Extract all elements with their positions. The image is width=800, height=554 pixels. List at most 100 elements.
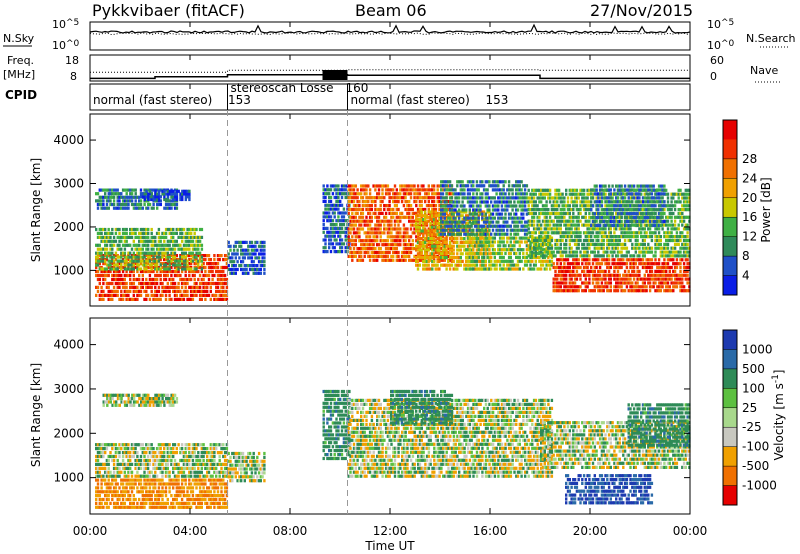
heatmap-cell bbox=[409, 223, 413, 227]
heatmap-cell bbox=[181, 239, 184, 243]
heatmap-cell bbox=[425, 259, 429, 263]
heatmap-cell bbox=[509, 236, 512, 240]
heatmap-cell bbox=[409, 250, 413, 255]
heatmap-cell bbox=[427, 233, 430, 237]
heatmap-cell bbox=[516, 192, 520, 196]
heatmap-cell bbox=[588, 208, 591, 212]
heatmap-cell bbox=[399, 258, 402, 262]
heatmap-cell bbox=[422, 188, 425, 192]
heatmap-cell bbox=[360, 215, 363, 219]
heatmap-cell bbox=[472, 244, 475, 248]
heatmap-cell bbox=[143, 243, 146, 247]
heatmap-cell bbox=[130, 281, 134, 286]
heatmap-cell bbox=[166, 197, 170, 202]
heatmap-cell bbox=[161, 289, 164, 293]
heatmap-cell bbox=[565, 192, 568, 196]
heatmap-cell bbox=[111, 202, 114, 207]
heatmap-cell bbox=[100, 231, 103, 235]
heatmap-cell bbox=[632, 235, 636, 239]
heatmap-cell bbox=[638, 211, 641, 216]
heatmap-cell bbox=[152, 195, 155, 199]
heatmap-cell bbox=[155, 251, 159, 255]
heatmap-cell bbox=[383, 207, 386, 212]
heatmap-cell bbox=[416, 244, 420, 248]
heatmap-cell bbox=[475, 236, 479, 240]
heatmap-cell bbox=[498, 244, 502, 248]
heatmap-cell bbox=[100, 269, 103, 274]
heatmap-cell bbox=[431, 207, 434, 212]
heatmap-cell bbox=[450, 184, 454, 188]
heatmap-cell bbox=[531, 204, 534, 208]
heatmap-cell bbox=[141, 192, 145, 196]
heatmap-cell bbox=[118, 277, 121, 282]
heatmap-cell bbox=[372, 211, 375, 215]
heatmap-cell bbox=[102, 259, 105, 263]
heatmap-cell bbox=[511, 184, 514, 188]
heatmap-cell bbox=[130, 231, 134, 235]
heatmap-cell bbox=[445, 204, 448, 208]
heatmap-cell bbox=[529, 267, 532, 271]
heatmap-cell bbox=[222, 289, 225, 293]
heatmap-cell bbox=[497, 240, 500, 244]
heatmap-cell bbox=[349, 223, 352, 227]
heatmap-cell bbox=[422, 229, 425, 233]
heatmap-cell bbox=[440, 224, 443, 228]
heatmap-cell bbox=[500, 251, 504, 256]
heatmap-cell bbox=[531, 231, 534, 235]
heatmap-cell bbox=[349, 192, 352, 196]
heatmap-cell bbox=[538, 192, 541, 196]
heatmap-cell bbox=[376, 258, 379, 262]
heatmap-cell bbox=[502, 216, 505, 220]
heatmap-cell bbox=[584, 208, 587, 212]
heatmap-cell bbox=[157, 255, 161, 259]
heatmap-cell bbox=[123, 206, 127, 210]
heatmap-cell bbox=[211, 281, 214, 286]
heatmap-cell bbox=[418, 231, 422, 235]
heatmap-cell bbox=[447, 180, 450, 184]
heatmap-cell bbox=[145, 254, 148, 258]
heatmap-cell bbox=[438, 196, 441, 200]
heatmap-cell bbox=[465, 208, 468, 212]
heatmap-cell bbox=[139, 281, 143, 286]
heatmap-cell bbox=[388, 231, 391, 235]
heatmap-cell bbox=[155, 255, 159, 259]
heatmap-cell bbox=[573, 242, 577, 246]
heatmap-cell bbox=[498, 236, 502, 240]
heatmap-cell bbox=[468, 192, 471, 196]
heatmap-cell bbox=[129, 267, 132, 271]
heatmap-cell bbox=[322, 215, 325, 219]
heatmap-cell bbox=[641, 227, 645, 231]
heatmap-cell bbox=[416, 210, 420, 214]
heatmap-cell bbox=[504, 232, 507, 236]
heatmap-cell bbox=[181, 259, 184, 263]
heatmap-cell bbox=[477, 267, 480, 271]
heatmap-cell bbox=[198, 297, 202, 301]
heatmap-cell bbox=[388, 219, 391, 223]
heatmap-cell bbox=[623, 192, 627, 196]
heatmap-cell bbox=[104, 188, 107, 192]
heatmap-cell bbox=[123, 277, 126, 282]
heatmap-cell bbox=[136, 285, 139, 289]
heatmap-cell bbox=[339, 211, 342, 215]
heatmap-cell bbox=[418, 240, 421, 244]
heatmap-cell bbox=[566, 196, 570, 200]
heatmap-cell bbox=[441, 204, 445, 208]
heatmap-cell bbox=[456, 220, 459, 224]
heatmap-cell bbox=[531, 200, 534, 204]
heatmap-cell bbox=[543, 196, 546, 200]
heatmap-cell bbox=[532, 246, 536, 250]
heatmap-cell bbox=[406, 184, 409, 188]
heatmap-cell bbox=[447, 247, 450, 251]
heatmap-cell bbox=[488, 214, 491, 218]
heatmap-cell bbox=[139, 269, 143, 274]
heatmap-cell bbox=[411, 223, 414, 227]
heatmap-cell bbox=[161, 262, 164, 266]
heatmap-cell bbox=[575, 231, 579, 235]
heatmap-cell bbox=[423, 221, 427, 225]
heatmap-cell bbox=[440, 235, 443, 239]
heatmap-cell bbox=[352, 192, 356, 196]
heatmap-cell bbox=[452, 188, 455, 192]
heatmap-cell bbox=[470, 188, 473, 192]
heatmap-cell bbox=[361, 258, 365, 262]
heatmap-cell bbox=[615, 238, 618, 243]
